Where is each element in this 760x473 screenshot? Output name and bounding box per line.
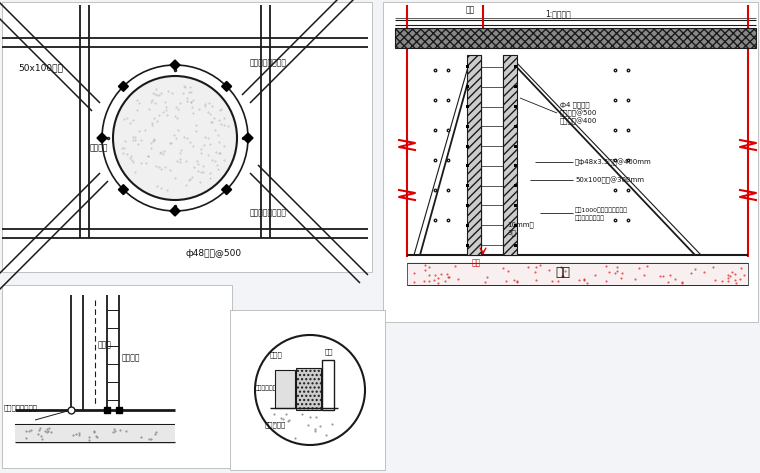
Text: 钢ф48x3.5山墙@400mm: 钢ф48x3.5山墙@400mm: [575, 158, 652, 166]
Text: 定制钢模: 定制钢模: [90, 143, 109, 152]
Text: ф4 钢筋拉筋: ф4 钢筋拉筋: [560, 102, 590, 108]
Polygon shape: [170, 206, 180, 216]
Polygon shape: [243, 133, 253, 143]
Polygon shape: [119, 184, 128, 194]
FancyBboxPatch shape: [2, 285, 232, 468]
FancyBboxPatch shape: [2, 2, 372, 272]
Text: 柱板: 柱板: [466, 6, 475, 15]
Bar: [466, 105, 469, 108]
Bar: [466, 244, 469, 246]
Polygon shape: [97, 133, 107, 143]
Text: 支手架: 支手架: [270, 352, 283, 359]
Bar: [466, 125, 469, 128]
Text: 钢管间距@400: 钢管间距@400: [560, 117, 597, 125]
Bar: [466, 85, 469, 88]
Text: 50x100木方: 50x100木方: [18, 63, 63, 72]
Text: ф48钢管@500: ф48钢管@500: [185, 248, 241, 257]
Bar: [407, 263, 748, 285]
Polygon shape: [222, 81, 232, 91]
Bar: [466, 184, 469, 187]
Text: 定型住模: 定型住模: [122, 353, 141, 362]
Text: 扣平台板模管桁法: 扣平台板模管桁法: [250, 59, 287, 68]
Text: 柱模: 柱模: [325, 349, 334, 355]
Text: 扣平台板模管桁法: 扣平台板模管桁法: [250, 209, 287, 218]
Bar: [296, 368, 321, 410]
Bar: [467, 55, 481, 255]
Bar: [514, 224, 517, 227]
Bar: [514, 125, 517, 128]
Text: 1:两层模板: 1:两层模板: [545, 9, 571, 18]
Text: 10mm厚: 10mm厚: [507, 222, 534, 228]
Text: 钢板利用拉力向上: 钢板利用拉力向上: [575, 215, 605, 221]
Bar: [503, 55, 517, 255]
FancyBboxPatch shape: [230, 310, 385, 470]
Circle shape: [255, 335, 365, 445]
Bar: [514, 85, 517, 88]
Text: 底板: 底板: [555, 265, 570, 279]
Bar: [514, 244, 517, 246]
Text: 50x100木方@300mm: 50x100木方@300mm: [575, 176, 644, 184]
Bar: [514, 165, 517, 167]
Text: 垫板底层板: 垫板底层板: [265, 422, 287, 429]
Bar: [275, 370, 295, 408]
Polygon shape: [119, 81, 128, 91]
FancyBboxPatch shape: [383, 2, 758, 322]
Text: 底板: 底板: [472, 259, 481, 268]
Bar: [15, 425, 175, 442]
Text: 已浇筑基础底板板: 已浇筑基础底板板: [4, 405, 38, 412]
Bar: [514, 184, 517, 187]
Bar: [466, 165, 469, 167]
Bar: [514, 204, 517, 207]
Bar: [322, 360, 334, 410]
Circle shape: [113, 76, 237, 200]
Text: 绒布毡: 绒布毡: [98, 341, 112, 350]
Bar: [514, 105, 517, 108]
Text: 钢管间距@500: 钢管间距@500: [560, 109, 597, 117]
Text: 钢筋1000方向拉通根木，木: 钢筋1000方向拉通根木，木: [575, 207, 628, 213]
Text: 柱侧模板钻孔成漿: 柱侧模板钻孔成漿: [255, 385, 285, 391]
Bar: [466, 224, 469, 227]
Bar: [466, 145, 469, 148]
Bar: [395, 28, 756, 48]
Polygon shape: [170, 60, 180, 70]
Bar: [514, 65, 517, 69]
Text: 3层: 3层: [507, 230, 516, 236]
Bar: [466, 65, 469, 69]
Polygon shape: [222, 184, 232, 194]
Bar: [514, 145, 517, 148]
Bar: [466, 204, 469, 207]
